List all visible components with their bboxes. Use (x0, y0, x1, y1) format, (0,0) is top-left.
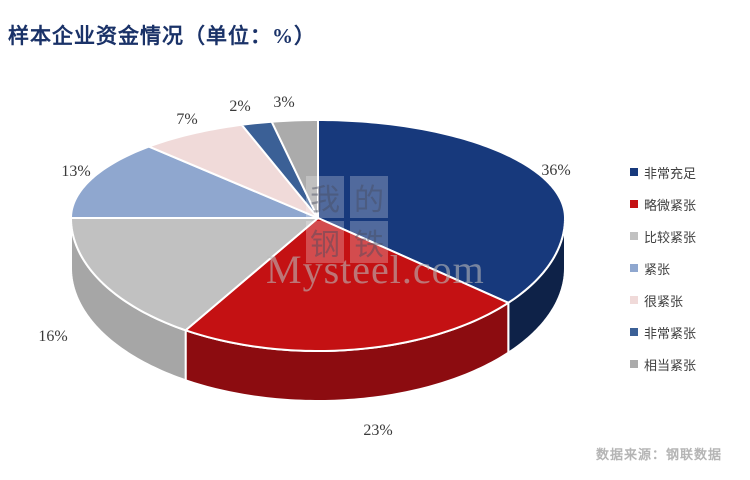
slice-label: 36% (541, 162, 571, 179)
pie-slice-5 (240, 120, 319, 219)
slice-label: 3% (273, 94, 295, 111)
legend-swatch (630, 200, 638, 208)
slice-label: 7% (176, 111, 198, 128)
legend-swatch (630, 264, 638, 272)
pie-slice-6 (270, 119, 319, 219)
legend-label: 略微紧张 (644, 197, 697, 213)
pie-slice-3 (70, 145, 319, 219)
legend-label: 相当紧张 (644, 357, 697, 373)
legend-item: 相当紧张 (630, 348, 696, 380)
legend-swatch (630, 168, 638, 176)
watermark-char: 的 (350, 176, 388, 218)
pie-slice-4 (147, 123, 319, 219)
legend-swatch (630, 360, 638, 368)
legend-label: 非常紧张 (644, 325, 697, 341)
legend-swatch (630, 296, 638, 304)
legend-label: 很紧张 (644, 293, 684, 309)
slice-label: 16% (38, 328, 68, 345)
legend-swatch (630, 328, 638, 336)
legend-item: 紧张 (630, 252, 696, 284)
legend-item: 非常充足 (630, 156, 696, 188)
legend: 非常充足 略微紧张 比较紧张 紧张 很紧张 非常紧张 相当紧张 (630, 156, 696, 380)
legend-swatch (630, 232, 638, 240)
legend-item: 比较紧张 (630, 220, 696, 252)
legend-item: 略微紧张 (630, 188, 696, 220)
slice-label: 2% (229, 98, 251, 115)
watermark-char: 我 (306, 176, 344, 218)
pie-slice-0 (317, 119, 566, 304)
legend-label: 比较紧张 (644, 229, 697, 245)
slice-label: 13% (61, 163, 91, 180)
legend-label: 紧张 (644, 261, 671, 277)
data-source: 数据来源：钢联数据 (595, 447, 722, 462)
slice-label: 23% (363, 422, 393, 439)
legend-item: 非常紧张 (630, 316, 696, 348)
watermark-domain: Mysteel.com (266, 247, 485, 292)
pie-slice-1 (184, 217, 510, 352)
watermark-char: 钢 (306, 221, 344, 263)
legend-item: 很紧张 (630, 284, 696, 316)
chart-title: 样本企业资金情况（单位：%） (8, 24, 316, 48)
pie-slice-2 (70, 217, 319, 332)
legend-label: 非常充足 (644, 165, 697, 181)
watermark-char: 铁 (350, 221, 388, 263)
